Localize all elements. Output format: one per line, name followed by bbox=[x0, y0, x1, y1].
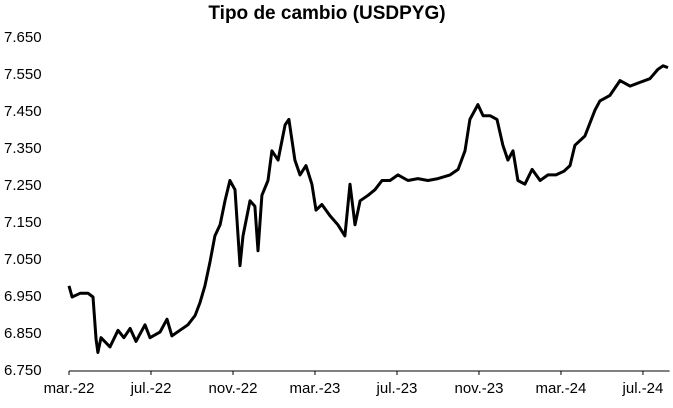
x-tick-label: jul.-24 bbox=[622, 380, 664, 397]
y-tick-label: 7.250 bbox=[4, 177, 42, 194]
y-tick-label: 6.750 bbox=[4, 362, 42, 379]
line bbox=[67, 64, 669, 354]
x-tick-label: mar.-23 bbox=[290, 380, 341, 397]
y-tick-label: 7.150 bbox=[4, 214, 42, 231]
y-tick-label: 7.050 bbox=[4, 251, 42, 268]
x-tick-label: jul.-22 bbox=[130, 380, 172, 397]
x-tick-label: jul.-23 bbox=[376, 380, 418, 397]
x-tick-label: nov.-23 bbox=[455, 380, 504, 397]
y-tick-label: 7.450 bbox=[4, 103, 42, 120]
x-tick-label: mar.-22 bbox=[44, 380, 95, 397]
chart-title: Tipo de cambio (USDPYG) bbox=[208, 3, 445, 24]
y-tick-label: 7.650 bbox=[4, 29, 42, 46]
y-tick-label: 6.850 bbox=[4, 325, 42, 342]
y-tick-label: 7.350 bbox=[4, 140, 42, 157]
x-tick-label: mar.-24 bbox=[536, 380, 587, 397]
x-tick-label: nov.-22 bbox=[209, 380, 258, 397]
y-tick-label: 6.950 bbox=[4, 288, 42, 305]
y-tick-label: 7.550 bbox=[4, 66, 42, 83]
